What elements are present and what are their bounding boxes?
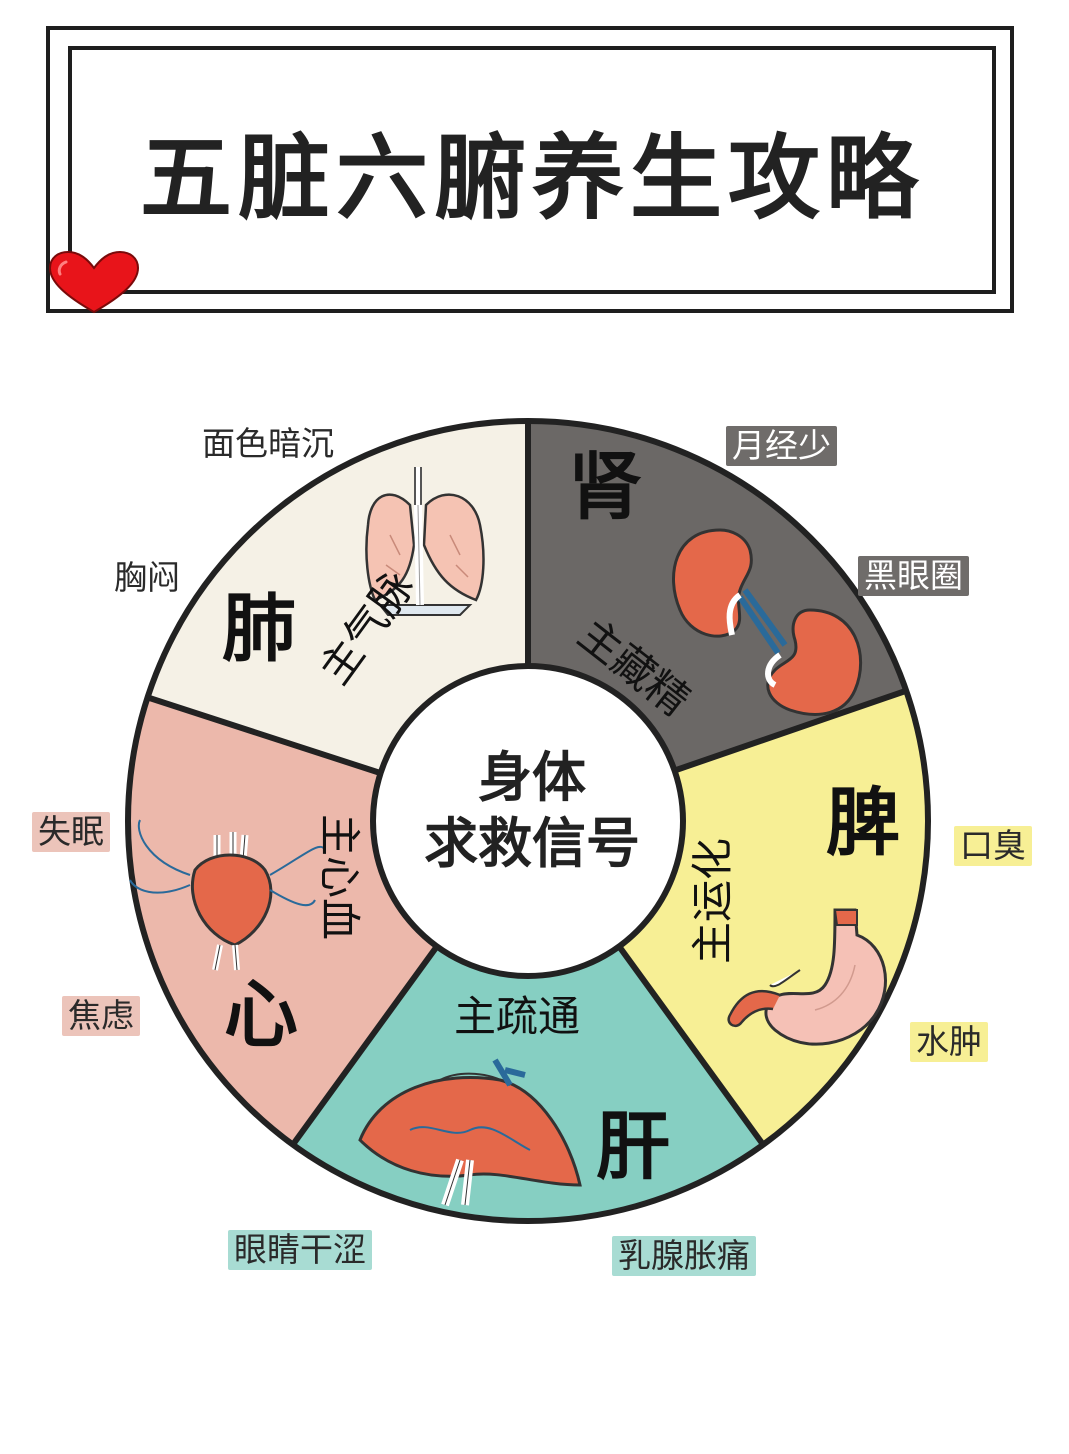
symptom-heart-2: 焦虑 [62, 996, 140, 1036]
lungs-icon [365, 467, 485, 616]
title-frame-inner [68, 46, 996, 294]
kidneys-icon [672, 528, 863, 716]
center-line-2: 求救信号 [424, 812, 640, 875]
page-title: 五脏六腑养生攻略 [139, 124, 924, 232]
symptom-kidney-1: 月经少 [726, 426, 837, 466]
symptom-lung-1: 面色暗沉 [202, 424, 334, 463]
organ-name-heart: 心 [224, 972, 298, 1058]
role-liver: 主疏通 [454, 992, 581, 1041]
symptom-liver-1: 眼睛干涩 [228, 1230, 372, 1270]
symptom-heart-1: 失眠 [32, 812, 110, 852]
role-heart: 主心血 [315, 813, 365, 941]
heart-organ-icon [129, 819, 326, 971]
center-circle [370, 663, 686, 979]
organ-name-spleen: 脾 [826, 780, 900, 866]
symptom-spleen-1: 口臭 [954, 826, 1032, 866]
liver-icon [358, 1058, 582, 1207]
heart-icon [48, 250, 140, 314]
stomach-icon [727, 908, 887, 1046]
role-spleen: 主运化 [688, 837, 738, 965]
organ-name-liver: 肝 [596, 1104, 670, 1190]
symptom-kidney-2: 黑眼圈 [858, 556, 969, 596]
title-frame-outer [46, 26, 1014, 313]
symptom-liver-2: 乳腺胀痛 [612, 1236, 756, 1276]
center-label: 身体 求救信号 [392, 745, 672, 877]
symptom-spleen-2: 水肿 [910, 1022, 988, 1062]
organ-name-lung: 肺 [222, 586, 296, 672]
center-line-1: 身体 [478, 746, 586, 809]
symptom-lung-2: 胸闷 [114, 558, 180, 597]
organ-name-kidney: 肾 [568, 444, 642, 530]
